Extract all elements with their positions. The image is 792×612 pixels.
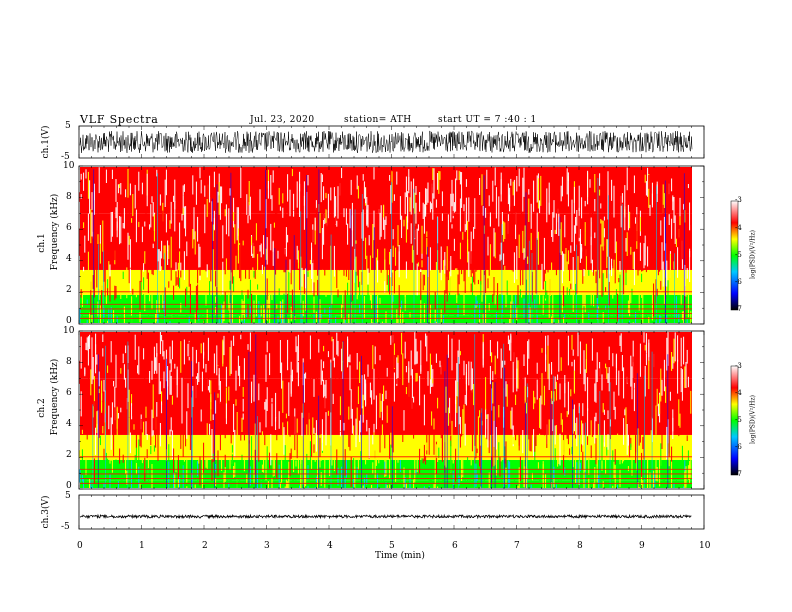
spectral-band bbox=[80, 269, 692, 295]
panel-frames bbox=[78, 125, 705, 530]
xtick: 3 bbox=[264, 541, 270, 551]
date-label: Jul. 23, 2020 bbox=[250, 115, 315, 125]
ch1-spec-ylabel-b: Frequency (kHz) bbox=[50, 193, 60, 271]
ch1-spec-ylabel-a: ch.1 bbox=[37, 233, 47, 253]
spec2-ytick: 10 bbox=[63, 326, 75, 336]
xtick: 4 bbox=[327, 541, 333, 551]
ch1-wave-ylabel: ch.1(V) bbox=[41, 125, 51, 159]
ch1-ytick-top: 5 bbox=[65, 121, 71, 131]
spectral-band bbox=[80, 378, 692, 435]
spectral-band bbox=[80, 332, 692, 379]
spec1-ytick: 4 bbox=[66, 254, 72, 264]
start-time-label: start UT = 7 :40 : 1 bbox=[438, 115, 537, 125]
cb2-tick: -4 bbox=[735, 389, 742, 397]
ch3-ytick-bottom: -5 bbox=[61, 522, 70, 532]
xtick: 2 bbox=[202, 541, 208, 551]
ch1-spectrogram bbox=[79, 167, 704, 323]
chart-title: VLF Spectra bbox=[80, 113, 159, 126]
spec1-ytick: 6 bbox=[66, 223, 72, 233]
xtick: 8 bbox=[577, 541, 583, 551]
spectral-band bbox=[80, 167, 692, 214]
xtick: 5 bbox=[389, 541, 395, 551]
spectral-band bbox=[80, 294, 692, 316]
ch1-waveform-trace bbox=[79, 130, 693, 154]
cb2-tick: -6 bbox=[735, 443, 742, 451]
cb1-tick: -7 bbox=[735, 305, 742, 313]
spec1-ytick: 2 bbox=[66, 285, 72, 295]
xtick: 1 bbox=[139, 541, 145, 551]
cb1-tick: -6 bbox=[735, 278, 742, 286]
spectral-band bbox=[80, 434, 692, 460]
cb1-tick: -5 bbox=[735, 251, 742, 259]
spec2-ytick: 8 bbox=[66, 357, 72, 367]
cb1-tick: -4 bbox=[735, 224, 742, 232]
ch3-wave-ylabel: ch.3(V) bbox=[41, 495, 51, 529]
ch3-waveform-trace bbox=[79, 513, 692, 520]
no-data-region bbox=[692, 167, 704, 323]
xtick: 7 bbox=[514, 541, 520, 551]
xtick: 10 bbox=[699, 541, 711, 551]
xtick: 6 bbox=[452, 541, 458, 551]
ch3-waveform bbox=[79, 513, 692, 520]
spec1-ytick: 0 bbox=[66, 316, 72, 326]
ch2-spec-ylabel-b: Frequency (kHz) bbox=[50, 358, 60, 436]
ch3-ytick-top: 5 bbox=[65, 491, 71, 501]
station-label: station= ATH bbox=[344, 115, 412, 125]
x-axis-label: Time (min) bbox=[375, 551, 425, 561]
cb1-tick: -3 bbox=[735, 196, 742, 204]
spec2-ytick: 4 bbox=[66, 419, 72, 429]
spec1-ytick: 10 bbox=[63, 161, 75, 171]
colorbar-ch1 bbox=[730, 200, 739, 311]
spec2-ytick: 6 bbox=[66, 388, 72, 398]
spec1-ytick: 8 bbox=[66, 192, 72, 202]
xtick: 9 bbox=[639, 541, 645, 551]
cb2-tick: -5 bbox=[735, 416, 742, 424]
spec2-ytick: 0 bbox=[66, 481, 72, 491]
colorbar-label-ch2: log(PSD)(V²/Hz) bbox=[749, 395, 757, 444]
no-data-region bbox=[692, 332, 704, 488]
ch2-spec-ylabel-a: ch.2 bbox=[37, 398, 47, 418]
ch1-waveform bbox=[79, 130, 693, 154]
cb2-tick: -7 bbox=[735, 470, 742, 478]
ch2-spectrogram bbox=[79, 332, 704, 488]
cb2-tick: -3 bbox=[735, 362, 742, 370]
colorbar-label-ch1: log(PSD)(V²/Hz) bbox=[749, 230, 757, 279]
xtick: 0 bbox=[77, 541, 83, 551]
colorbar-ch2 bbox=[730, 365, 739, 476]
ch1-ytick-bottom: -5 bbox=[61, 152, 70, 162]
spec2-ytick: 2 bbox=[66, 450, 72, 460]
panel-frame bbox=[78, 494, 705, 530]
